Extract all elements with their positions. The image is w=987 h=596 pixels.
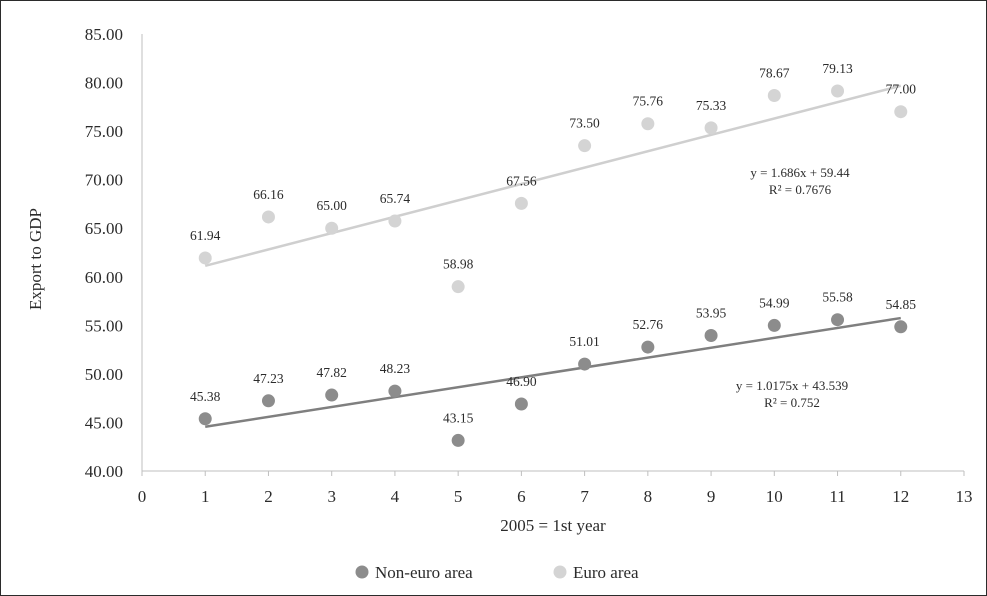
x-tick-label: 1: [201, 487, 210, 506]
point-non-euro-area: [198, 412, 212, 426]
point-non-euro-area: [261, 394, 275, 408]
data-label-non-euro-area: 48.23: [380, 361, 411, 376]
x-tick-label: 11: [829, 487, 845, 506]
data-label-non-euro-area: 54.99: [759, 295, 790, 310]
point-euro-area: [894, 105, 908, 119]
data-label-euro-area: 73.50: [569, 116, 600, 131]
legend-label-euro: Euro area: [573, 563, 639, 582]
y-tick-label: 75.00: [85, 122, 123, 141]
trendlines: [204, 84, 902, 428]
x-tick-label: 8: [644, 487, 653, 506]
x-tick-label: 4: [391, 487, 400, 506]
point-euro-area: [767, 88, 781, 102]
data-label-non-euro-area: 47.23: [253, 371, 284, 386]
point-euro-area: [578, 139, 592, 153]
point-non-euro-area: [325, 388, 339, 402]
point-euro-area: [831, 84, 845, 98]
point-non-euro-area: [641, 340, 655, 354]
point-non-euro-area: [578, 357, 592, 371]
point-euro-area: [261, 210, 275, 224]
x-tick-label: 3: [327, 487, 336, 506]
x-tick-label: 12: [892, 487, 909, 506]
trendline-equations: y = 1.686x + 59.44 R² = 0.7676 y = 1.017…: [736, 165, 850, 410]
data-label-euro-area: 58.98: [443, 257, 474, 272]
point-euro-area: [704, 121, 718, 135]
data-label-non-euro-area: 55.58: [822, 290, 853, 305]
data-label-non-euro-area: 46.90: [506, 374, 537, 389]
y-tick-label: 70.00: [85, 171, 123, 190]
legend-label-non-euro: Non-euro area: [375, 563, 473, 582]
data-label-euro-area: 61.94: [190, 228, 221, 243]
data-label-euro-area: 65.74: [380, 191, 411, 206]
y-axis-title: Export to GDP: [26, 208, 45, 310]
point-non-euro-area: [831, 313, 845, 327]
y-tick-label: 50.00: [85, 365, 123, 384]
data-label-euro-area: 75.76: [633, 94, 664, 109]
y-tick-label: 60.00: [85, 268, 123, 287]
point-non-euro-area: [514, 397, 528, 411]
y-tick-label: 40.00: [85, 462, 123, 481]
data-label-non-euro-area: 51.01: [569, 334, 599, 349]
data-label-euro-area: 79.13: [822, 61, 853, 76]
point-euro-area: [641, 117, 655, 131]
point-euro-area: [514, 196, 528, 210]
y-tick-label: 65.00: [85, 219, 123, 238]
x-tick-label: 10: [766, 487, 783, 506]
y-tick-label: 85.00: [85, 25, 123, 44]
x-tick-label: 6: [517, 487, 526, 506]
data-label-non-euro-area: 43.15: [443, 410, 474, 425]
x-tick-label: 7: [580, 487, 589, 506]
data-label-non-euro-area: 47.82: [317, 365, 347, 380]
point-non-euro-area: [388, 384, 402, 398]
euro-r2-text: R² = 0.7676: [769, 182, 832, 197]
y-tick-label: 45.00: [85, 413, 123, 432]
data-label-euro-area: 67.56: [506, 173, 537, 188]
point-euro-area: [451, 280, 465, 294]
point-non-euro-area: [451, 433, 465, 447]
point-non-euro-area: [894, 320, 908, 334]
point-euro-area: [388, 214, 402, 228]
legend: Non-euro area Euro area: [355, 563, 639, 582]
data-label-euro-area: 65.00: [317, 198, 348, 213]
trendline-euro-area: [204, 84, 902, 268]
legend-marker-euro: [553, 565, 567, 579]
non-euro-r2-text: R² = 0.752: [764, 395, 820, 410]
point-non-euro-area: [704, 329, 718, 343]
point-euro-area: [198, 251, 212, 265]
x-axis-title: 2005 = 1st year: [500, 516, 606, 535]
euro-equation-text: y = 1.686x + 59.44: [750, 165, 850, 180]
y-tick-label: 80.00: [85, 74, 123, 93]
data-label-non-euro-area: 45.38: [190, 389, 221, 404]
data-label-non-euro-area: 54.85: [886, 297, 917, 312]
data-label-euro-area: 66.16: [253, 187, 284, 202]
x-tick-label: 5: [454, 487, 463, 506]
y-tick-label: 55.00: [85, 316, 123, 335]
x-tick-label: 9: [707, 487, 716, 506]
x-tick-label: 2: [264, 487, 273, 506]
data-points: [198, 84, 908, 447]
data-label-euro-area: 78.67: [759, 65, 790, 80]
data-label-non-euro-area: 52.76: [633, 317, 664, 332]
point-euro-area: [325, 221, 339, 235]
data-label-non-euro-area: 53.95: [696, 306, 727, 321]
non-euro-equation-text: y = 1.0175x + 43.539: [736, 378, 848, 393]
point-non-euro-area: [767, 318, 781, 332]
legend-marker-non-euro: [355, 565, 369, 579]
x-tick-label: 0: [138, 487, 147, 506]
x-tick-label: 13: [956, 487, 973, 506]
data-labels: 45.38 47.23 47.82 48.23 43.15 46.90 51.01 52.76…: [190, 61, 916, 425]
trendline-non-euro-area: [205, 316, 901, 428]
data-label-euro-area: 75.33: [696, 98, 727, 113]
data-label-euro-area: 77.00: [886, 82, 917, 97]
axes: 0 1 2 3 4 5 6 7 8 9 10 11 12 1340.0045.0050.0055.0060…: [85, 25, 973, 506]
